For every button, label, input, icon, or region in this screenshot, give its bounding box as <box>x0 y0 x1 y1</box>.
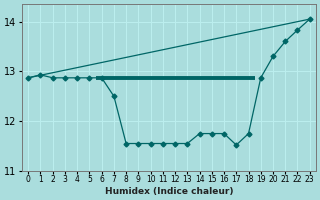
X-axis label: Humidex (Indice chaleur): Humidex (Indice chaleur) <box>105 187 233 196</box>
